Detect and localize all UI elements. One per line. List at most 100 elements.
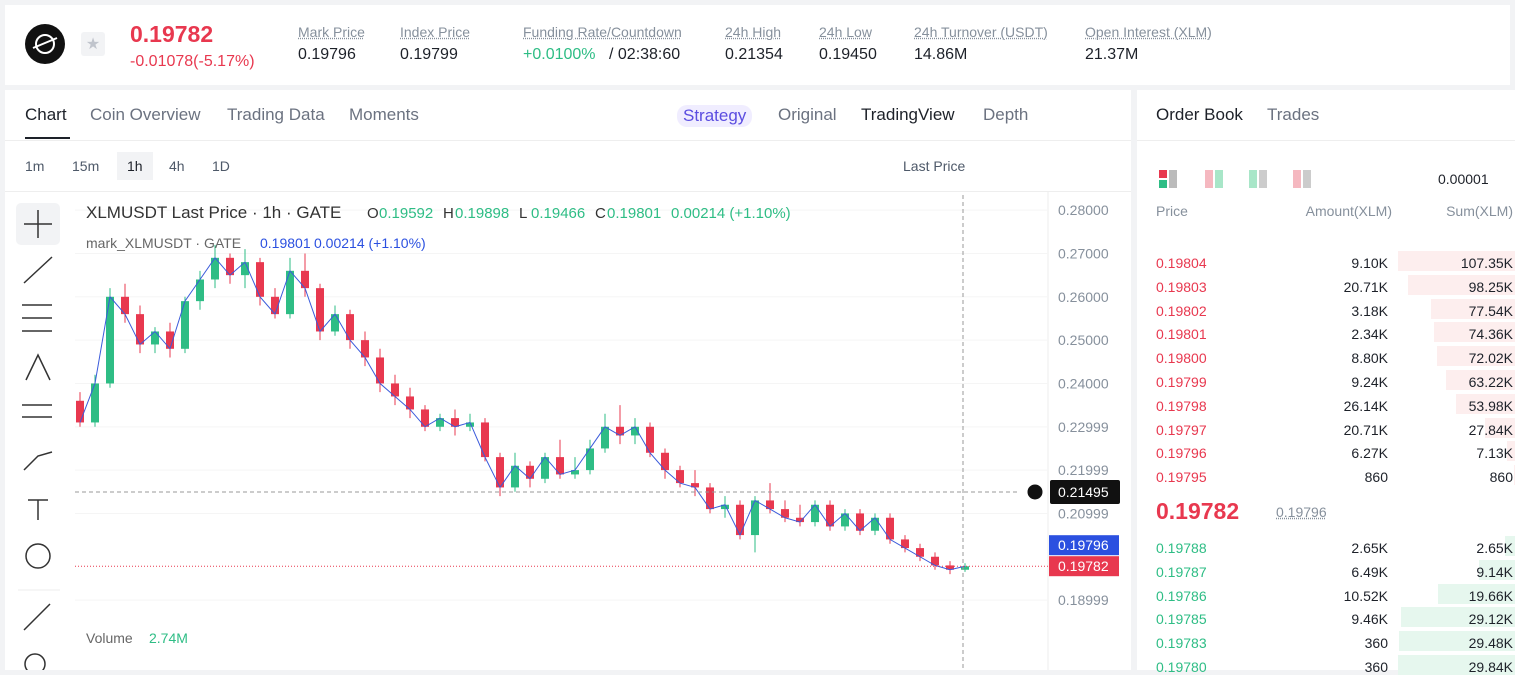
ohlc-value: 0.19466 [531, 205, 585, 222]
ob-amount: 20.71K [1344, 279, 1388, 295]
price-type[interactable]: Last Price [903, 158, 965, 174]
chart-tab[interactable]: Coin Overview [90, 105, 201, 125]
ob-amount: 9.10K [1351, 255, 1388, 271]
ob-price: 0.19798 [1156, 398, 1207, 414]
ob-sum: 860 [1490, 469, 1513, 485]
ob-sum: 29.84K [1469, 659, 1513, 675]
ob-last-price: 0.19782 [1156, 498, 1239, 525]
ohlc-key: H [443, 205, 454, 222]
y-tick-label: 0.20999 [1058, 505, 1109, 521]
stat-label: 24h Low [819, 24, 872, 40]
ob-amount: 9.46K [1351, 611, 1388, 627]
ohlc-key: O [367, 205, 379, 222]
svg-text:★: ★ [86, 36, 100, 53]
ob-price: 0.19802 [1156, 303, 1207, 319]
stat-label: Funding Rate/Countdown [523, 24, 682, 40]
timeframe[interactable]: 1h [117, 152, 153, 180]
coin-icons: ★ [25, 22, 115, 66]
candle-body [91, 383, 99, 422]
ob-sum: 74.36K [1469, 326, 1513, 342]
y-tick-label: 0.24000 [1058, 375, 1109, 391]
ob-price: 0.19803 [1156, 279, 1207, 295]
ohlc-change: 0.00214 (+1.10%) [671, 205, 791, 222]
stat-value: 14.86M [914, 46, 967, 64]
candle-body [751, 500, 759, 535]
ob-price: 0.19787 [1156, 564, 1207, 580]
mark-value: 0.19801 [260, 235, 311, 251]
ob-sum: 29.12K [1469, 611, 1513, 627]
volume-value: 2.74M [149, 630, 188, 646]
chart-tab[interactable]: Chart [25, 105, 67, 125]
stat-value: 0.19799 [400, 46, 458, 64]
stat-label: Open Interest (XLM) [1085, 24, 1212, 40]
chart-tab[interactable]: Trading Data [227, 105, 325, 125]
stat-value: 0.19450 [819, 46, 877, 64]
ob-price: 0.19788 [1156, 540, 1207, 556]
tab-underline [25, 137, 70, 139]
mark-change: 0.00214 (+1.10%) [314, 235, 426, 251]
candle-body [256, 262, 264, 297]
ob-amount: 3.18K [1351, 303, 1388, 319]
ob-amount: 20.71K [1344, 422, 1388, 438]
candle-body [181, 301, 189, 349]
ob-sum: 7.13K [1476, 445, 1513, 461]
timeframe[interactable]: 1D [212, 158, 230, 174]
candle-body [316, 288, 324, 331]
candle-body [481, 422, 489, 457]
ob-price: 0.19785 [1156, 611, 1207, 627]
ob-tab[interactable]: Order Book [1156, 105, 1243, 125]
ob-price: 0.19800 [1156, 350, 1207, 366]
ob-header: Sum(XLM) [1446, 203, 1513, 219]
ob-price: 0.19786 [1156, 588, 1207, 604]
ob-sum: 72.02K [1469, 350, 1513, 366]
ob-amount: 6.27K [1351, 445, 1388, 461]
candle-body [76, 401, 84, 423]
y-tick-label: 0.18999 [1058, 592, 1109, 608]
ob-sum: 77.54K [1469, 303, 1513, 319]
candle-body [286, 271, 294, 314]
ob-sum: 63.22K [1469, 374, 1513, 390]
timeframe[interactable]: 15m [72, 158, 99, 174]
ob-sum: 9.14K [1476, 564, 1513, 580]
ob-amount: 860 [1365, 469, 1388, 485]
ob-sum: 27.84K [1469, 422, 1513, 438]
crosshair-price: 0.21495 [1058, 484, 1109, 500]
ob-price: 0.19780 [1156, 659, 1207, 675]
y-tick-label: 0.22999 [1058, 419, 1109, 435]
ob-sum: 19.66K [1469, 588, 1513, 604]
y-tick-label: 0.21999 [1058, 462, 1109, 478]
view-tab[interactable]: Original [778, 105, 837, 125]
ob-sum: 53.98K [1469, 398, 1513, 414]
mark-tag-label: 0.19796 [1058, 537, 1109, 553]
chart: 0.280000.270000.260000.250000.240000.229… [5, 192, 1131, 670]
stat-label: 24h Turnover (USDT) [914, 24, 1048, 40]
ob-amount: 10.52K [1344, 588, 1388, 604]
last-price: 0.19782 [130, 21, 213, 48]
crosshair-add [1027, 484, 1043, 500]
ob-tab[interactable]: Trades [1267, 105, 1319, 125]
stat-label: Index Price [400, 24, 470, 40]
view-tab[interactable]: Strategy [677, 105, 752, 127]
view-tab[interactable]: TradingView [861, 105, 955, 125]
precision[interactable]: 0.00001 [1438, 171, 1489, 187]
ob-price: 0.19796 [1156, 445, 1207, 461]
ob-amount: 2.65K [1351, 540, 1388, 556]
mark-label: mark_XLMUSDT · GATE [86, 235, 241, 251]
price-change: -0.01078(-5.17%) [130, 53, 255, 71]
ob-amount: 360 [1365, 659, 1388, 675]
timeframe[interactable]: 4h [169, 158, 185, 174]
ob-amount: 360 [1365, 635, 1388, 651]
ob-price: 0.19797 [1156, 422, 1207, 438]
y-tick-label: 0.27000 [1058, 245, 1109, 261]
chart-tab[interactable]: Moments [349, 105, 419, 125]
volume-label: Volume [86, 630, 133, 646]
timeframe[interactable]: 1m [25, 158, 44, 174]
ohlc-value: 0.19592 [379, 205, 433, 222]
view-tab[interactable]: Depth [983, 105, 1028, 125]
ob-amount: 9.24K [1351, 374, 1388, 390]
ob-mark-price: 0.19796 [1276, 504, 1327, 520]
ob-price: 0.19795 [1156, 469, 1207, 485]
